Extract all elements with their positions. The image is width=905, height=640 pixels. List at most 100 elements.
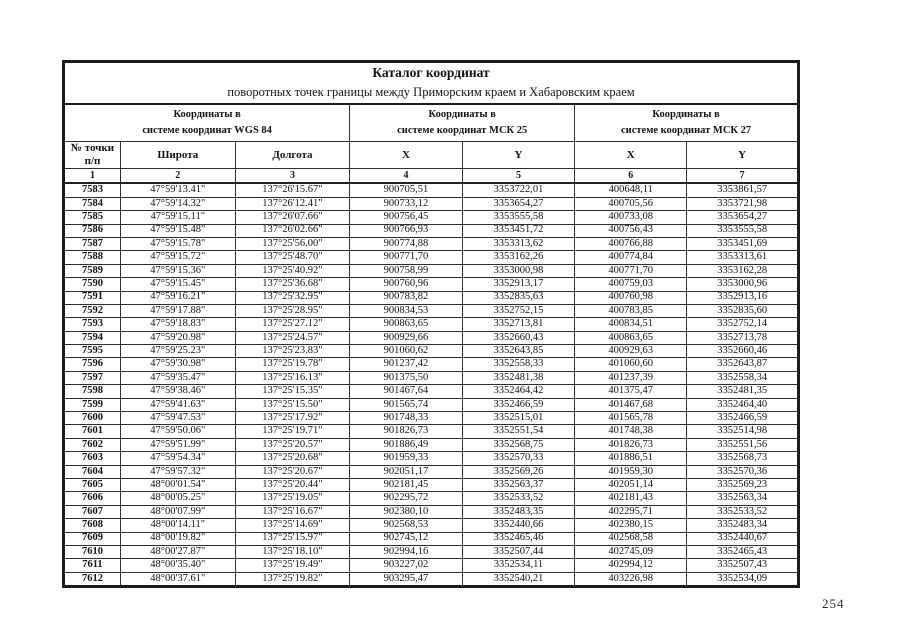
point-number-cell: 7604 — [63, 464, 121, 479]
coordinate-cell: 3352752,15 — [461, 303, 576, 319]
point-number-cell: 7590 — [63, 277, 121, 292]
coordinate-cell: 47°59'15.48" — [119, 223, 236, 238]
coordinate-cell: 47°59'14.32" — [119, 196, 236, 212]
coordinate-cell: 3352464,40 — [686, 397, 799, 413]
table-row: 7584 47°59'14.32" 137°26'12.41" 900733,12 33… — [63, 196, 799, 212]
coordinate-cell: 3352568,75 — [461, 437, 576, 453]
column-number: 6 — [574, 168, 688, 185]
coordinate-cell: 903295,47 — [349, 571, 463, 588]
point-number-cell: 7610 — [63, 544, 121, 560]
point-number-cell: 7587 — [63, 236, 121, 252]
coordinate-cell: 902745,12 — [349, 531, 463, 546]
coordinate-cell: 3352540,21 — [461, 571, 576, 588]
coordinate-cell: 137°25'14.69" — [234, 518, 351, 533]
coordinate-cell: 3352551,54 — [461, 424, 576, 439]
table-row: 7611 48°00'35.40" 137°25'19.49" 903227,02 33… — [63, 558, 799, 573]
coordinate-cell: 48°00'07.99" — [119, 504, 236, 520]
coordinate-cell: 3352643,85 — [461, 344, 576, 359]
title-row: Каталог координат поворотных точек грани… — [63, 61, 799, 105]
table-row: 7610 48°00'27.87" 137°25'18.10" 902994,16 33… — [63, 544, 799, 560]
table-row: 7609 48°00'19.82" 137°25'15.97" 902745,12 33… — [63, 531, 799, 546]
coordinate-cell: 3353555,58 — [686, 223, 799, 238]
column-header-row: № точки п/п Широта Долгота X Y X Y — [63, 140, 799, 170]
coordinate-cell: 48°00'05.25" — [119, 491, 236, 506]
coordinate-cell: 3353162,28 — [686, 263, 799, 279]
group-header-line2: системе координат WGS 84 — [142, 125, 272, 136]
coordinate-cell: 401565,78 — [574, 411, 688, 426]
coordinate-cell: 900766,93 — [349, 223, 463, 238]
coordinate-cell: 900771,70 — [349, 250, 463, 265]
coordinate-cell: 48°00'35.40" — [119, 558, 236, 573]
coordinate-cell: 137°25'19.82" — [234, 571, 351, 588]
coordinate-cell: 47°59'15.36" — [119, 263, 236, 279]
coordinate-cell: 3352752,14 — [686, 317, 799, 332]
coordinate-cell: 3352835,60 — [686, 303, 799, 319]
coordinate-cell: 903227,02 — [349, 558, 463, 573]
coordinate-cell: 3352483,35 — [461, 504, 576, 520]
coordinate-cell: 3352483,34 — [686, 518, 799, 533]
point-number-cell: 7585 — [63, 210, 121, 225]
point-number-cell: 7611 — [63, 558, 121, 573]
coordinate-cell: 3353313,61 — [686, 250, 799, 265]
coordinate-cell: 48°00'27.87" — [119, 544, 236, 560]
coordinate-cell: 400705,56 — [574, 196, 688, 212]
coordinate-cell: 3352563,34 — [686, 491, 799, 506]
coordinate-cell: 47°59'51.99" — [119, 437, 236, 453]
table-row: 7594 47°59'20.98" 137°25'24.57" 900929,66 33… — [63, 330, 799, 346]
coordinate-cell: 137°25'15.50" — [234, 397, 351, 413]
coordinate-cell: 3352507,43 — [686, 558, 799, 573]
coordinate-cell: 47°59'35.47" — [119, 370, 236, 386]
table-title: Каталог координат — [372, 65, 490, 81]
coordinate-cell: 902295,72 — [349, 491, 463, 506]
coordinate-cell: 3352551,56 — [686, 437, 799, 453]
coordinate-cell: 47°59'20.98" — [119, 330, 236, 346]
coordinate-cell: 137°26'07.66" — [234, 210, 351, 225]
coordinate-cell: 48°00'14.11" — [119, 518, 236, 533]
column-number: 7 — [686, 168, 799, 185]
coordinate-cell: 402568,58 — [574, 531, 688, 546]
column-header-x-msk27: X — [574, 140, 688, 170]
coordinate-cell: 3352713,81 — [461, 317, 576, 332]
coordinate-catalog-table: Каталог координат поворотных точек грани… — [62, 60, 800, 589]
coordinate-cell: 900705,51 — [349, 182, 463, 198]
table-row: 7597 47°59'35.47" 137°25'16.13" 901375,50 33… — [63, 370, 799, 386]
coordinate-cell: 137°25'20.44" — [234, 477, 351, 493]
coordinate-cell: 137°25'56.00" — [234, 236, 351, 252]
column-header-line1: № точки — [70, 142, 115, 154]
point-number-cell: 7586 — [63, 223, 121, 238]
coordinate-cell: 47°59'15.45" — [119, 277, 236, 292]
column-header-y-msk27: Y — [686, 140, 799, 170]
table-row: 7587 47°59'15.78" 137°25'56.00" 900774,88 33… — [63, 236, 799, 252]
coordinate-cell: 47°59'25.23" — [119, 344, 236, 359]
coordinate-cell: 47°59'30.98" — [119, 357, 236, 372]
coordinate-cell: 3352568,73 — [686, 451, 799, 466]
point-number-cell: 7600 — [63, 411, 121, 426]
page-number: 254 — [822, 596, 845, 611]
coordinate-cell: 47°59'50.06" — [119, 424, 236, 439]
coordinate-cell: 3353162,26 — [461, 250, 576, 265]
coordinate-cell: 47°59'18.83" — [119, 317, 236, 332]
coordinate-cell: 137°26'12.41" — [234, 196, 351, 212]
table-row: 7589 47°59'15.36" 137°25'40.92" 900758,99 33… — [63, 263, 799, 279]
coordinate-cell: 400863,65 — [574, 330, 688, 346]
coordinate-cell: 137°25'48.70" — [234, 250, 351, 265]
table-row: 7598 47°59'38.46" 137°25'15.35" 901467,64 33… — [63, 384, 799, 399]
coordinate-cell: 3353313,62 — [461, 236, 576, 252]
coordinate-cell: 48°00'19.82" — [119, 531, 236, 546]
coordinate-cell: 900929,66 — [349, 330, 463, 346]
coordinate-cell: 900760,96 — [349, 277, 463, 292]
coordinate-cell: 47°59'54.34" — [119, 451, 236, 466]
coordinate-cell: 402745,09 — [574, 544, 688, 560]
table-row: 7583 47°59'13.41" 137°26'15.67" 900705,51 33… — [63, 182, 799, 198]
point-number-cell: 7607 — [63, 504, 121, 520]
point-number-cell: 7609 — [63, 531, 121, 546]
coordinate-cell: 3352643,87 — [686, 357, 799, 372]
coordinate-cell: 900863,65 — [349, 317, 463, 332]
coordinate-cell: 48°00'37.61" — [119, 571, 236, 588]
group-header-row: Координаты в системе координат WGS 84 Ко… — [62, 103, 799, 142]
table-row: 7588 47°59'15.72" 137°25'48.70" 900771,70 33… — [63, 250, 799, 265]
coordinate-cell: 402181,43 — [574, 491, 688, 506]
table-row: 7586 47°59'15.48" 137°26'02.66" 900766,93 33… — [63, 223, 799, 238]
coordinate-cell: 3352533,52 — [461, 491, 576, 506]
